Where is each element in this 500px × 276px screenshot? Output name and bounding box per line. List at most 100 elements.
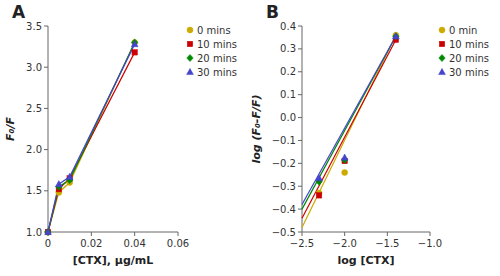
fit-line [302,36,396,209]
y-tick [44,149,48,150]
data-point [131,41,138,47]
y-tick [298,209,302,210]
legend-marker [439,27,445,33]
panel-title: B [266,2,279,22]
fit-line [302,36,396,204]
legend-label: 10 mins [197,39,237,50]
plot-area [45,39,138,236]
x-tick [387,232,388,236]
y-tick-label: 0.4 [280,21,296,32]
y-tick [298,48,302,49]
data-point [66,173,73,179]
legend-label: 30 mins [197,67,237,78]
series-line [48,42,135,232]
panel-title: A [12,2,26,22]
data-point [393,33,399,40]
fit-line [302,40,396,219]
y-tick-label: −0.4 [272,204,296,215]
data-point [316,193,321,198]
legend-marker [187,27,193,33]
x-tick [134,232,135,236]
y-tick [298,71,302,72]
y-tick [44,26,48,27]
data-point [392,33,399,39]
y-tick-label: −0.2 [272,158,296,169]
y-tick-label: −0.1 [272,135,296,146]
x-tick [91,232,92,236]
y-tick-label: 0.3 [280,43,296,54]
data-point [131,39,137,46]
legend-label: 20 mins [197,53,237,64]
x-tick-label: 0.06 [167,238,189,249]
y-tick [298,94,302,95]
data-point [132,50,137,55]
y-tick-label: 2.5 [26,103,42,114]
x-tick-label: 0.02 [80,238,102,249]
legend: 0 min 10 mins 20 mins 30 mins [439,25,489,78]
y-tick [298,232,302,233]
series-line [48,52,135,232]
panel: B −2.5 −2.0 −1.5 −1.0 −0.5 −0.4 −0.3 −0.2 −0.1 0.0… [250,2,489,267]
y-tick [44,67,48,68]
legend-marker [187,68,194,74]
y-axis-label: log (F₀-F/F) [250,94,263,163]
x-axis-line [302,232,430,233]
series-line [48,44,135,232]
y-tick-label: 3.0 [26,62,42,73]
data-point [45,229,50,234]
panel: A00.020.040.061.01.52.02.53.03.5[CTX], μ… [4,2,237,267]
legend-marker [187,41,192,46]
x-tick-label: −1.5 [375,238,399,249]
data-point [55,181,62,187]
data-point [342,169,348,175]
data-point [341,154,348,160]
x-tick-label: −1.0 [418,238,442,249]
y-tick-label: −0.5 [272,227,296,238]
x-tick-label: 0 [45,238,51,249]
y-tick-label: 1.5 [26,185,42,196]
legend-label: 20 mins [449,53,489,64]
plot-area [302,32,399,227]
data-point [45,228,51,235]
legend-label: 10 mins [449,39,489,50]
y-tick [298,26,302,27]
y-tick [298,163,302,164]
legend-marker [187,54,193,61]
y-tick [298,186,302,187]
legend-marker [439,41,444,46]
data-point [316,175,323,181]
y-tick-label: 0.0 [280,112,296,123]
y-tick [298,117,302,118]
y-tick-label: 2.0 [26,144,42,155]
y-tick-label: 0.2 [280,66,296,77]
y-tick [298,140,302,141]
legend: 0 mins 10 mins 20 mins 30 mins [187,25,237,78]
y-axis-line [302,26,303,232]
y-tick [44,190,48,191]
x-tick [302,232,303,236]
fit-line [302,35,396,227]
x-tick [430,232,431,236]
y-tick-label: 0.1 [280,89,296,100]
legend-label: 0 min [449,25,477,36]
legend-marker [439,54,445,61]
y-tick-label: 1.0 [26,227,42,238]
data-point [45,229,51,235]
legend-label: 30 mins [449,67,489,78]
x-axis-line [48,232,178,233]
y-axis-label: F₀/F [4,117,17,141]
x-tick-label: −2.0 [333,238,357,249]
data-point [45,228,52,234]
x-tick [344,232,345,236]
series-line [48,42,135,232]
y-tick-label: 3.5 [26,21,42,32]
figure: A00.020.040.061.01.52.02.53.03.5[CTX], μ… [0,0,500,276]
x-tick [178,232,179,236]
x-axis-label: log [CTX] [337,254,394,267]
y-axis-line [48,26,49,232]
x-axis-label: [CTX], μg/mL [73,254,154,267]
x-tick-label: −2.5 [290,238,314,249]
legend-marker [439,68,446,74]
y-tick-label: −0.3 [272,181,296,192]
legend-label: 0 mins [197,25,231,36]
